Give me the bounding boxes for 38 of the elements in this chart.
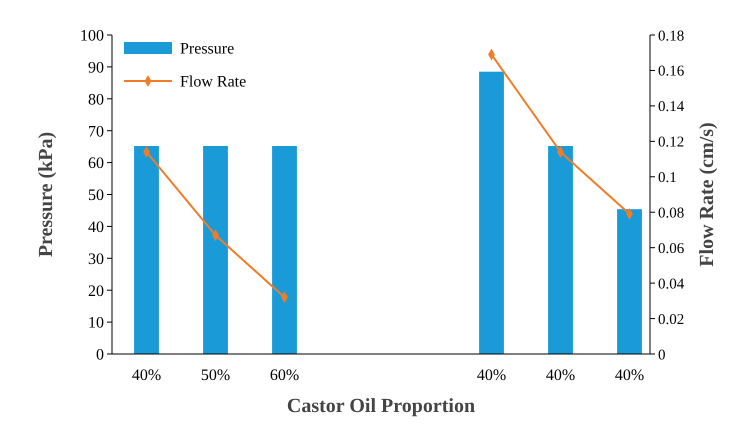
x-tick-label: 60% — [270, 367, 300, 384]
y-tick-label: 60 — [88, 155, 104, 172]
bar — [548, 146, 573, 354]
bar — [134, 146, 159, 354]
y2-tick-label: 0.06 — [658, 240, 685, 257]
bar — [617, 209, 642, 354]
y2-tick-label: 0.14 — [658, 99, 685, 116]
y2-tick-label: 0.04 — [658, 276, 685, 292]
y-tick-label: 0 — [96, 346, 104, 364]
y2-tick-label: 0.16 — [658, 64, 685, 80]
x-tick-label: 50% — [200, 367, 230, 384]
y-tick-label: 20 — [88, 282, 104, 300]
y-tick-label: 40 — [88, 219, 104, 236]
bar — [479, 72, 504, 354]
y2-tick-label: 0.08 — [658, 205, 684, 222]
bar — [272, 146, 297, 354]
y2-tick-label: 0.18 — [658, 28, 684, 44]
y2-tick-label: 0.02 — [658, 312, 684, 328]
y-tick-label: 80 — [88, 91, 104, 108]
y2-axis-title: Flow Rate (cm/s) — [696, 122, 718, 267]
y-tick-label: 50 — [88, 187, 104, 204]
bar — [203, 146, 228, 354]
y2-tick-label: 0.12 — [658, 134, 684, 151]
y-tick-label: 90 — [88, 60, 104, 76]
y2-tick-label: 0 — [658, 347, 666, 364]
x-tick-label: 40% — [614, 367, 644, 384]
legend-label: Flow Rate — [180, 74, 246, 91]
y-tick-label: 100 — [80, 28, 104, 45]
x-tick-label: 40% — [132, 367, 162, 384]
y-tick-label: 70 — [88, 123, 104, 140]
legend-label: Pressure — [180, 40, 234, 58]
y-tick-label: 30 — [88, 250, 104, 268]
y-tick-label: 10 — [88, 314, 104, 332]
y2-tick-label: 0.1 — [658, 170, 677, 186]
x-tick-label: 40% — [476, 367, 506, 384]
x-axis-title: Castor Oil Proportion — [286, 395, 476, 417]
y-axis-title: Pressure (kPa) — [35, 132, 57, 258]
x-tick-label: 40% — [546, 367, 576, 384]
